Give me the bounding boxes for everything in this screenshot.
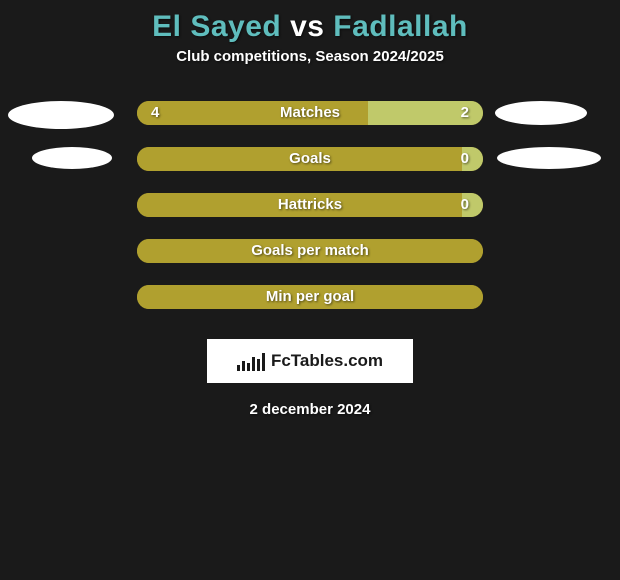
- bar-track: Matches42: [137, 101, 483, 125]
- bar-left: [137, 101, 368, 125]
- brand-bars-icon: [237, 351, 265, 371]
- title-vs: vs: [290, 10, 324, 43]
- player-shape-left: [8, 101, 114, 129]
- bar-track: Min per goal: [137, 285, 483, 309]
- brand-box: FcTables.com: [207, 339, 413, 383]
- bar-right: [462, 193, 483, 217]
- bar-right: [462, 147, 483, 171]
- chart-row: Goals per match: [0, 239, 620, 285]
- bar-left: [137, 285, 483, 309]
- chart-row: Matches42: [0, 101, 620, 147]
- bar-track: Goals0: [137, 147, 483, 171]
- player-shape-right: [495, 101, 587, 125]
- bar-left: [137, 147, 462, 171]
- comparison-chart: Matches42 Goals0 Hattricks0 Goals per match…: [0, 101, 620, 331]
- brand-text: FcTables.com: [271, 351, 383, 371]
- player-shape-right: [497, 147, 601, 169]
- bar-track: Goals per match: [137, 239, 483, 263]
- page-subtitle: Club competitions, Season 2024/2025: [0, 48, 620, 65]
- footer-date: 2 december 2024: [0, 401, 620, 418]
- player-shape-left: [32, 147, 112, 169]
- bar-track: Hattricks0: [137, 193, 483, 217]
- chart-row: Goals0: [0, 147, 620, 193]
- title-right: Fadlallah: [333, 10, 468, 43]
- page-title: El Sayed vs Fadlallah: [0, 0, 620, 48]
- chart-row: Hattricks0: [0, 193, 620, 239]
- chart-row: Min per goal: [0, 285, 620, 331]
- bar-left: [137, 239, 483, 263]
- bar-right: [368, 101, 483, 125]
- bar-left: [137, 193, 462, 217]
- title-left: El Sayed: [152, 10, 281, 43]
